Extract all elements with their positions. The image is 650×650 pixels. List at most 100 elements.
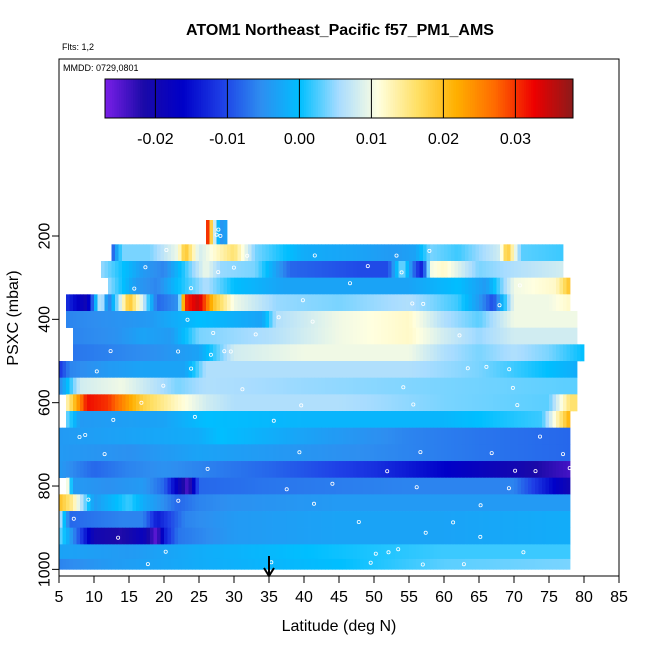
heatmap-cell xyxy=(164,277,168,295)
colorbar-segment xyxy=(556,79,560,118)
heatmap-cell xyxy=(213,411,217,428)
heatmap-cell xyxy=(510,411,515,428)
heatmap-cell xyxy=(325,461,329,478)
heatmap-cell xyxy=(538,277,543,295)
heatmap-cell xyxy=(342,377,347,395)
heatmap-cell xyxy=(521,427,525,445)
sample-dot xyxy=(386,550,391,555)
heatmap-cell xyxy=(150,361,154,378)
heatmap-cell xyxy=(206,327,210,345)
heatmap-cell xyxy=(468,427,473,445)
heatmap-cell xyxy=(496,377,501,395)
heatmap-cell xyxy=(538,377,543,395)
heatmap-cell xyxy=(381,327,385,345)
heatmap-cell xyxy=(496,344,501,362)
heatmap-cell xyxy=(104,411,109,428)
heatmap-cell xyxy=(297,244,301,262)
heatmap-cell xyxy=(535,311,539,328)
x-tick-label: 60 xyxy=(435,589,453,606)
heatmap-cell xyxy=(528,477,532,495)
heatmap-cell xyxy=(370,327,375,345)
heatmap-cell xyxy=(195,361,200,378)
heatmap-cell xyxy=(433,461,438,478)
heatmap-cell xyxy=(507,344,511,362)
heatmap-cell xyxy=(136,494,140,512)
heatmap-cell xyxy=(66,544,70,560)
heatmap-cell xyxy=(255,244,259,262)
heatmap-cell xyxy=(258,394,263,412)
heatmap-cell xyxy=(437,558,441,570)
heatmap-cell xyxy=(279,277,284,295)
heatmap-cell xyxy=(542,244,546,262)
heatmap-cell xyxy=(367,311,371,328)
heatmap-cell xyxy=(339,527,343,545)
heatmap-cell xyxy=(297,361,301,378)
heatmap-cell xyxy=(241,344,245,362)
colorbar-segment xyxy=(348,79,352,118)
heatmap-cell xyxy=(146,511,151,528)
heatmap-cell xyxy=(556,244,560,262)
heatmap-cell xyxy=(297,511,301,528)
heatmap-cell xyxy=(335,277,340,295)
heatmap-cell xyxy=(451,461,455,478)
heatmap-cell xyxy=(332,277,336,295)
heatmap-cell xyxy=(248,327,252,345)
heatmap-cell xyxy=(188,511,193,528)
heatmap-cell xyxy=(472,327,476,345)
heatmap-cell xyxy=(269,294,273,312)
heatmap-cell xyxy=(311,544,315,560)
heatmap-cell xyxy=(570,327,574,345)
heatmap-cell xyxy=(290,558,294,570)
heatmap-cell xyxy=(339,477,343,495)
heatmap-cell xyxy=(479,344,483,362)
heatmap-cell xyxy=(164,558,168,570)
sample-dot xyxy=(414,485,419,490)
heatmap-cell xyxy=(213,558,217,570)
heatmap-cell xyxy=(472,411,476,428)
heatmap-cell xyxy=(566,527,571,545)
heatmap-cell xyxy=(391,544,396,560)
heatmap-cell xyxy=(202,344,207,362)
heatmap-cell xyxy=(80,327,84,345)
heatmap-cell xyxy=(244,477,249,495)
sample-dot xyxy=(211,330,216,335)
heatmap-cell xyxy=(265,327,270,345)
heatmap-cell xyxy=(297,494,301,512)
heatmap-cell xyxy=(339,277,343,295)
heatmap-cell xyxy=(496,361,501,378)
heatmap-cell xyxy=(528,511,532,528)
heatmap-cell xyxy=(517,558,522,570)
heatmap-cell xyxy=(384,558,389,570)
heatmap-cell xyxy=(556,327,560,345)
heatmap-cell xyxy=(521,558,525,570)
heatmap-cell xyxy=(433,544,438,560)
heatmap-cell xyxy=(335,527,340,545)
heatmap-cell xyxy=(150,511,154,528)
heatmap-cell xyxy=(409,361,413,378)
colorbar-segment xyxy=(278,79,281,118)
heatmap-cell xyxy=(489,244,494,262)
heatmap-cell xyxy=(559,377,564,395)
heatmap-cell xyxy=(118,511,123,528)
heatmap-cell xyxy=(339,377,343,395)
colorbar-segment xyxy=(303,79,307,118)
heatmap-cell xyxy=(374,377,378,395)
heatmap-cell xyxy=(465,427,469,445)
heatmap-cell xyxy=(563,494,567,512)
heatmap-cell xyxy=(230,294,235,312)
heatmap-cell xyxy=(472,461,476,478)
heatmap-cell xyxy=(153,261,158,278)
heatmap-cell xyxy=(241,244,245,262)
heatmap-cell xyxy=(486,527,490,545)
heatmap-cell xyxy=(430,394,434,412)
heatmap-cell xyxy=(283,244,287,262)
heatmap-cell xyxy=(328,394,333,412)
heatmap-cell xyxy=(367,327,371,345)
heatmap-cell xyxy=(535,444,539,462)
heatmap-cell xyxy=(223,244,228,262)
heatmap-cell xyxy=(129,461,133,478)
heatmap-cell xyxy=(405,494,410,512)
heatmap-cell xyxy=(237,327,242,345)
heatmap-cell xyxy=(349,377,354,395)
heatmap-cell xyxy=(73,477,77,495)
